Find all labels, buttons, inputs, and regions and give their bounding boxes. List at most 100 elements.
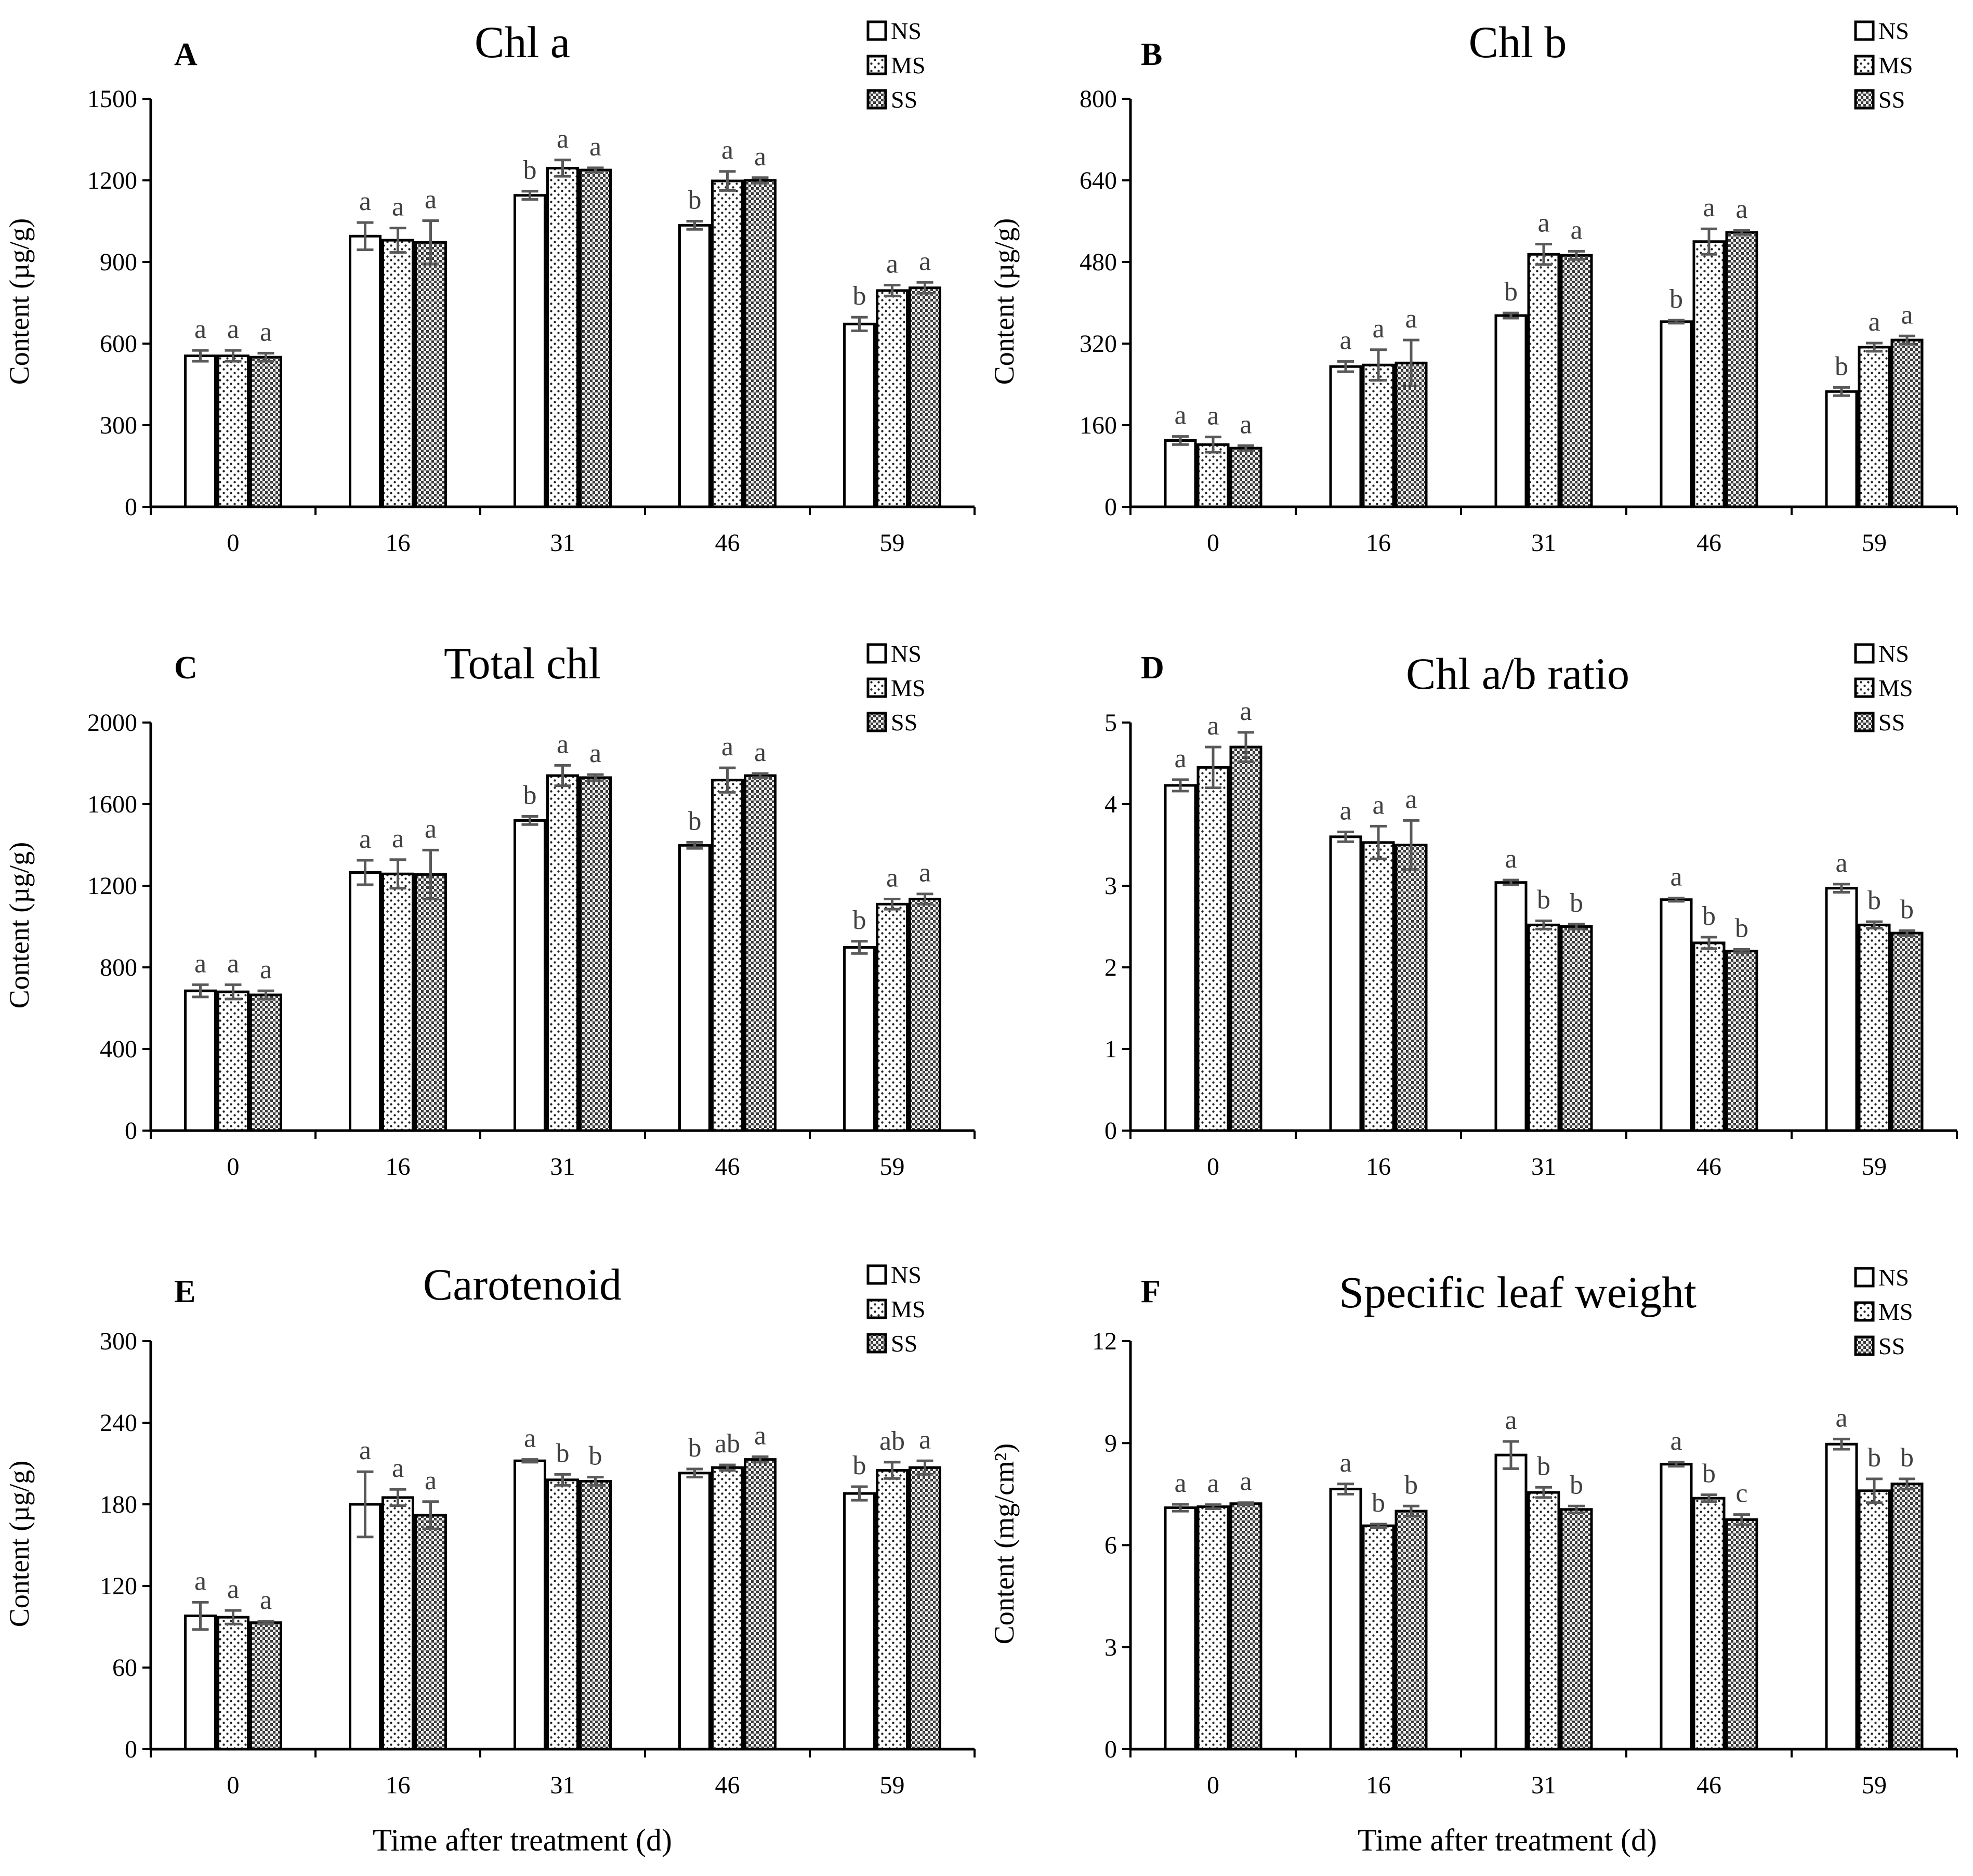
significance-label: a xyxy=(359,187,371,216)
bar-ns xyxy=(678,224,711,508)
significance-label: b xyxy=(523,781,537,810)
bar-ns xyxy=(184,355,217,508)
y-tick-label: 120 xyxy=(100,1572,137,1600)
significance-label: a xyxy=(1174,744,1186,773)
bar-ss xyxy=(579,776,612,1132)
bar-ns xyxy=(1329,835,1362,1132)
bar-ns xyxy=(1329,1488,1362,1751)
bar-ss xyxy=(1229,1502,1262,1751)
chart-title: Chl b xyxy=(1469,17,1567,67)
y-axis-label: Content (µg/g) xyxy=(4,218,35,385)
legend-label-ns: NS xyxy=(1878,640,1909,667)
x-tick-label: 16 xyxy=(1366,1772,1391,1799)
significance-label: b xyxy=(1372,1488,1385,1518)
legend-label-ns: NS xyxy=(1878,18,1909,44)
bar-ss xyxy=(1725,1518,1758,1751)
panel-letter: D xyxy=(1141,650,1164,686)
significance-label: a xyxy=(1703,193,1715,222)
legend-swatch-ns xyxy=(1854,643,1875,664)
bar-ms xyxy=(876,1469,909,1751)
legend-label-ns: NS xyxy=(891,1262,922,1288)
y-axis-label: Content (µg/g) xyxy=(989,218,1020,385)
significance-label: b xyxy=(688,806,702,836)
bar-ms xyxy=(217,1616,249,1751)
y-tick-label: 160 xyxy=(1080,412,1117,439)
x-tick-label: 31 xyxy=(550,1153,575,1180)
significance-label: b xyxy=(1537,885,1550,915)
significance-label: a xyxy=(754,1421,766,1450)
bar-ss xyxy=(1725,231,1758,508)
chart-title: Chl a/b ratio xyxy=(1406,649,1629,699)
panel-letter: F xyxy=(1141,1274,1161,1309)
bar-ss xyxy=(579,168,612,508)
significance-label: b xyxy=(1702,901,1716,931)
significance-label: a xyxy=(1505,1406,1517,1435)
significance-label: b xyxy=(853,1451,866,1480)
y-tick-label: 0 xyxy=(125,1117,137,1145)
significance-label: b xyxy=(1867,886,1881,915)
legend: NS MS SS xyxy=(866,18,925,113)
legend-swatch-ms xyxy=(866,1298,887,1319)
bar-ss xyxy=(744,1458,777,1751)
y-tick-label: 1200 xyxy=(87,872,137,900)
chart-title: Specific leaf weight xyxy=(1339,1267,1696,1317)
legend-label-ms: MS xyxy=(891,52,925,78)
significance-label: a xyxy=(1339,325,1351,355)
bar-ns xyxy=(1494,881,1528,1132)
y-tick-label: 1600 xyxy=(87,791,137,818)
significance-label: a xyxy=(1174,401,1186,430)
legend-label-ns: NS xyxy=(891,640,922,667)
y-tick-label: 1200 xyxy=(87,167,137,194)
y-axis-label: Content (µg/g) xyxy=(4,1461,35,1628)
bar-ms xyxy=(1858,1489,1891,1751)
bar-ms xyxy=(1858,923,1891,1132)
legend-swatch-ns xyxy=(866,20,887,41)
legend: NS MS SS xyxy=(1854,640,1913,736)
significance-label: a xyxy=(227,949,239,978)
bar-ns xyxy=(184,989,217,1132)
significance-label: a xyxy=(260,955,272,985)
bar-ss xyxy=(414,1514,447,1751)
x-tick-label: 0 xyxy=(227,1772,240,1799)
significance-label: a xyxy=(919,246,931,276)
significance-label: a xyxy=(919,858,931,888)
legend-swatch-ns xyxy=(866,643,887,664)
bar-ss xyxy=(1560,1508,1593,1751)
bar-ss xyxy=(909,286,941,508)
bar-ss xyxy=(249,1621,282,1751)
x-tick-label: 46 xyxy=(715,529,740,557)
legend-swatch-ss xyxy=(1854,1335,1875,1356)
significance-label: a xyxy=(194,1566,206,1596)
significance-label: a xyxy=(1570,215,1582,245)
bar-ss xyxy=(1560,925,1593,1132)
y-tick-label: 0 xyxy=(125,493,137,521)
panel-letter: B xyxy=(1141,37,1162,72)
significance-label: b xyxy=(1900,1443,1914,1473)
legend-swatch-ss xyxy=(866,1333,887,1354)
bar-ms xyxy=(1527,253,1560,508)
legend-swatch-ms xyxy=(1854,677,1875,698)
significance-label: a xyxy=(260,1585,272,1615)
bar-ns xyxy=(1329,365,1362,508)
x-tick-label: 0 xyxy=(1207,529,1219,557)
significance-label: a xyxy=(721,136,733,165)
significance-label: b xyxy=(1504,277,1518,307)
y-tick-label: 300 xyxy=(100,1328,137,1355)
legend-swatch-ms xyxy=(1854,1301,1875,1322)
significance-label: b xyxy=(1570,888,1583,918)
significance-label: a xyxy=(194,314,206,344)
significance-label: a xyxy=(1505,844,1517,874)
legend-label-ns: NS xyxy=(891,18,922,44)
bar-ss xyxy=(414,873,447,1132)
legend-swatch-ss xyxy=(1854,712,1875,732)
significance-label: a xyxy=(1670,1426,1682,1456)
bar-ss xyxy=(1395,1510,1428,1751)
significance-label: b xyxy=(1404,1470,1418,1500)
significance-label: a xyxy=(1207,401,1219,431)
bar-ns xyxy=(1825,1442,1858,1751)
significance-label: a xyxy=(721,732,733,762)
bar-ns xyxy=(184,1615,217,1751)
bar-ns xyxy=(514,194,546,508)
bar-ss xyxy=(744,179,777,508)
